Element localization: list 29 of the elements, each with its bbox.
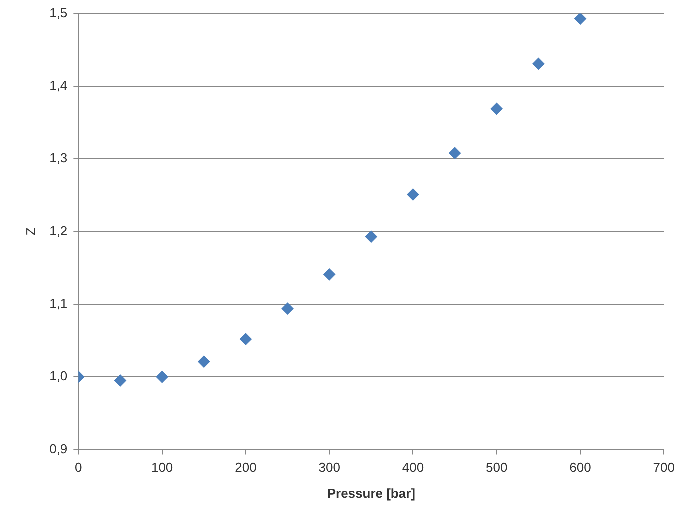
point — [574, 14, 587, 25]
point — [324, 268, 336, 281]
x-tick-label: 700 — [653, 460, 676, 476]
point — [365, 230, 378, 243]
point — [198, 356, 210, 368]
y-tick-label: 1,4 — [50, 78, 68, 94]
y-tick-label: 1,1 — [50, 296, 68, 312]
point — [114, 374, 126, 387]
point — [282, 302, 294, 315]
point — [532, 58, 545, 70]
point — [407, 188, 420, 201]
point — [240, 333, 252, 346]
y-tick-label: 0,9 — [50, 441, 68, 456]
x-tick-label: 100 — [151, 460, 174, 476]
x-axis-title: Pressure [bar] — [327, 486, 416, 501]
y-tick-label: 1,2 — [50, 223, 68, 238]
x-tick-label: 400 — [402, 460, 424, 476]
x-tick-label: 200 — [235, 460, 257, 476]
point — [156, 371, 168, 384]
x-tick-label: 0 — [75, 460, 82, 476]
x-tick-label: 500 — [486, 460, 508, 476]
point — [490, 102, 503, 115]
point — [449, 147, 462, 160]
y-tick-label: 1,0 — [50, 368, 68, 384]
y-tick-label: 1,3 — [50, 150, 68, 166]
x-tick-label: 600 — [570, 460, 592, 476]
y-tick-label: 1,5 — [50, 5, 68, 20]
x-tick-label: 300 — [318, 460, 340, 476]
y-axis-title: Z — [23, 228, 38, 236]
